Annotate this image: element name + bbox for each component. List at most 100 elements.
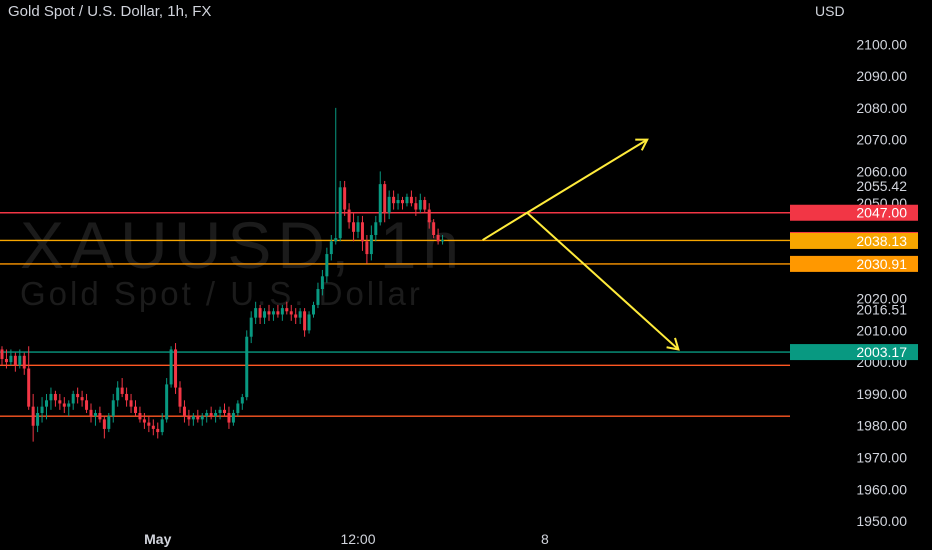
candle-body xyxy=(387,196,391,213)
candle-body xyxy=(320,276,324,290)
candle-body xyxy=(271,311,275,315)
candle-body xyxy=(200,416,204,420)
candle-body xyxy=(414,203,418,210)
candle-body xyxy=(263,311,267,318)
candle-body xyxy=(240,397,244,404)
candle-body xyxy=(45,400,48,407)
time-tick-label: 12:00 xyxy=(340,531,375,547)
candle-body xyxy=(334,238,338,242)
symbol-title[interactable]: Gold Spot / U.S. Dollar, 1h, FX xyxy=(8,3,212,20)
candle-body xyxy=(196,416,200,420)
currency-label: USD xyxy=(815,3,845,19)
candle-body xyxy=(147,422,151,426)
candle-body xyxy=(120,387,124,394)
price-label-box xyxy=(790,344,918,361)
candle-body xyxy=(27,368,31,407)
candle-body xyxy=(4,358,8,363)
candle-body xyxy=(298,311,302,318)
candle-body xyxy=(347,209,351,223)
candle-body xyxy=(254,308,258,318)
candle-body xyxy=(178,387,182,407)
candle-body xyxy=(365,241,369,255)
price-axis[interactable]: 2100.002090.002080.002070.002060.002050.… xyxy=(790,36,918,529)
candle-body xyxy=(182,406,186,417)
price-label-value: 2055.42 xyxy=(856,178,907,194)
candle-body xyxy=(156,428,160,433)
candle-body xyxy=(102,419,106,429)
candle-body xyxy=(169,349,173,385)
price-tick-label: 2060.00 xyxy=(856,163,907,179)
candle-body xyxy=(129,400,133,407)
candle-body xyxy=(165,384,169,420)
candle-body xyxy=(98,413,102,420)
price-tick-label: 2090.00 xyxy=(856,68,907,84)
price-tick-label: 1980.00 xyxy=(856,418,907,434)
candle-body xyxy=(383,184,387,213)
candle-body xyxy=(249,317,253,337)
candle-body xyxy=(218,409,222,414)
price-tick-label: 2010.00 xyxy=(856,322,907,338)
candle-body xyxy=(392,196,396,204)
candle-body xyxy=(174,349,178,388)
candle-body xyxy=(138,413,142,420)
price-tick-label: 2080.00 xyxy=(856,100,907,116)
candle-body xyxy=(276,311,280,315)
candle-body xyxy=(432,222,436,235)
price-label-value: 2038.13 xyxy=(856,233,907,249)
candle-body xyxy=(160,419,164,433)
candle-body xyxy=(93,413,97,417)
candle-body xyxy=(111,400,115,417)
price-label-value: 2030.91 xyxy=(856,256,907,272)
price-tick-label: 1970.00 xyxy=(856,450,907,466)
candle-body xyxy=(307,314,311,331)
candle-body xyxy=(22,355,26,369)
projection-arrows[interactable] xyxy=(482,138,680,351)
candle-body xyxy=(58,400,62,404)
candle-body xyxy=(134,406,137,414)
candle-body xyxy=(142,419,146,423)
arrow-head-icon xyxy=(666,337,680,351)
candle-body xyxy=(409,196,413,204)
candle-body xyxy=(53,393,57,401)
arrow-head-icon xyxy=(635,138,649,151)
candle-body xyxy=(427,209,431,223)
symbol-watermark: XAUUSD, 1h Gold Spot / U.S. Dollar xyxy=(20,208,465,312)
candle-body xyxy=(401,200,404,204)
candle-body xyxy=(116,387,120,401)
candle-body xyxy=(80,397,84,401)
candle-body xyxy=(343,187,347,210)
candle-body xyxy=(436,234,440,242)
candle-body xyxy=(303,311,307,331)
candle-body xyxy=(405,196,409,204)
projection-arrow-line[interactable] xyxy=(482,138,648,241)
candle-body xyxy=(423,200,427,210)
candle-body xyxy=(258,308,262,318)
horizontal-levels[interactable] xyxy=(0,212,790,417)
candle-body xyxy=(36,413,40,426)
candle-body xyxy=(356,222,360,232)
candle-body xyxy=(374,222,378,235)
candle-body xyxy=(40,406,44,414)
time-axis[interactable]: May 12:00 8 xyxy=(144,531,549,547)
candle-body xyxy=(231,413,235,423)
candle-body xyxy=(360,222,364,242)
projection-arrow-line[interactable] xyxy=(526,211,680,351)
price-label-value: 2047.00 xyxy=(856,205,907,221)
price-label-box xyxy=(790,232,918,249)
candle-body xyxy=(76,393,80,398)
price-tick-label: 2020.00 xyxy=(856,291,907,307)
candle-body xyxy=(0,349,4,359)
price-tick-label: 1990.00 xyxy=(856,386,907,402)
time-tick-label: 8 xyxy=(541,531,549,547)
candle-body xyxy=(441,240,445,242)
watermark-ticker: XAUUSD, 1h xyxy=(20,208,465,282)
candle-body xyxy=(18,355,22,366)
candle-body xyxy=(352,222,356,232)
candle-body xyxy=(85,400,89,410)
candle-body xyxy=(67,403,71,407)
candle-body xyxy=(325,254,329,277)
candle-body xyxy=(107,416,111,429)
price-label-box xyxy=(790,204,918,221)
candle-body xyxy=(209,413,213,417)
